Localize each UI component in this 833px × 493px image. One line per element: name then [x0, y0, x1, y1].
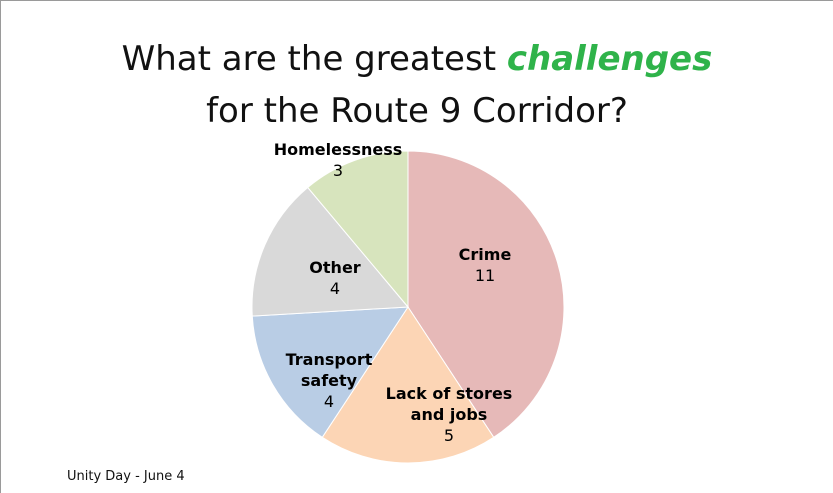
category-label: Transport safety	[285, 350, 373, 390]
category-label: Crime	[458, 245, 512, 264]
pie-slice	[251, 306, 409, 439]
value-label: 5	[443, 426, 455, 445]
pie-slice	[251, 186, 410, 317]
category-label: Lack of stores and jobs	[385, 384, 513, 424]
slice-label: Homelessness 3	[258, 139, 418, 181]
pie-slice	[307, 150, 409, 309]
value-label: 4	[329, 279, 341, 298]
pie-slice	[321, 306, 495, 464]
title-text: for the Route 9 Corridor?	[206, 39, 724, 131]
chart-title: What are the greatest challenges for the…	[97, 33, 737, 137]
slice-label: Other 4	[290, 257, 380, 299]
value-label: 11	[474, 266, 496, 285]
value-label: 4	[323, 392, 335, 411]
slice-label: Crime 11	[425, 244, 545, 286]
slice-label: Transport safety 4	[274, 349, 384, 412]
slice-label: Lack of stores and jobs 5	[374, 383, 524, 446]
category-label: Other	[309, 258, 361, 277]
value-label: 3	[332, 161, 344, 180]
title-emphasis: challenges	[506, 39, 713, 79]
title-text: What are the greatest	[121, 39, 507, 79]
footer: Unity Day - June 4	[67, 469, 185, 484]
category-label: Homelessness	[273, 140, 403, 159]
